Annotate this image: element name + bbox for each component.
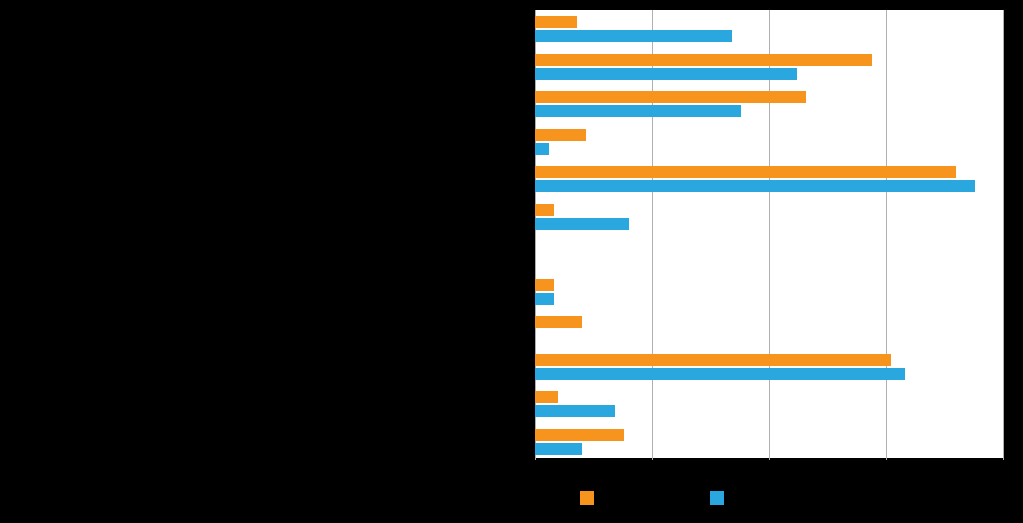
bar xyxy=(535,16,577,28)
bar xyxy=(535,30,732,42)
bar xyxy=(535,91,806,103)
gridline xyxy=(1003,10,1004,460)
bar xyxy=(535,54,872,66)
bar xyxy=(535,429,624,441)
bar xyxy=(535,143,549,155)
bar xyxy=(535,218,629,230)
legend-label-series-a: Series A xyxy=(602,490,650,505)
bar xyxy=(535,105,741,117)
bar xyxy=(535,443,582,455)
bar xyxy=(535,166,956,178)
bar xyxy=(535,204,554,216)
chart-legend: Series A Series B xyxy=(580,490,782,505)
bar xyxy=(535,405,615,417)
bar xyxy=(535,180,975,192)
bar xyxy=(535,354,891,366)
legend-item-series-a: Series A xyxy=(580,490,650,505)
legend-swatch-series-a xyxy=(580,491,594,505)
bar xyxy=(535,316,582,328)
bar xyxy=(535,279,554,291)
chart-plot-area xyxy=(535,10,1003,460)
legend-item-series-b: Series B xyxy=(710,490,781,505)
bar xyxy=(535,391,558,403)
bar xyxy=(535,293,554,305)
legend-label-series-b: Series B xyxy=(732,490,781,505)
gridline xyxy=(886,10,887,460)
bar xyxy=(535,368,905,380)
bar xyxy=(535,129,586,141)
legend-swatch-series-b xyxy=(710,491,724,505)
bar xyxy=(535,68,797,80)
